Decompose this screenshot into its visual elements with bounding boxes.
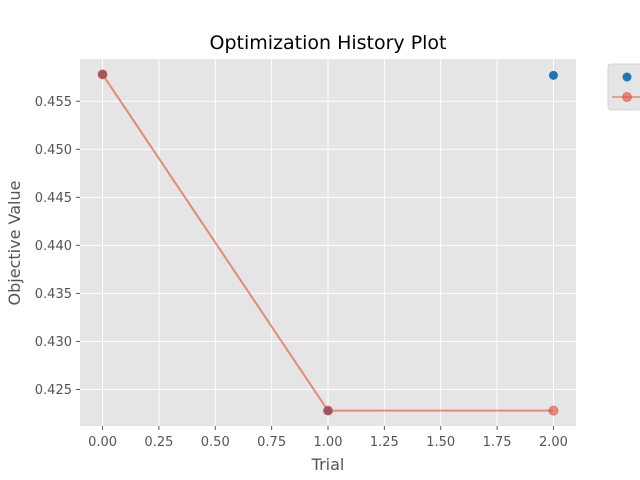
series-layer [97,69,559,416]
x-tick-label: 0.25 [144,435,173,450]
x-tick-label: 1.50 [426,435,455,450]
x-tick-label: 1.00 [314,435,343,450]
x-axis-ticks: 0.00 0.25 0.50 0.75 1.00 1.25 1.50 1.75 2.00 [88,426,568,450]
chart-title: Optimization History Plot [209,32,446,54]
legend [607,63,640,111]
legend-marker-series-0 [622,72,632,82]
best-value-point [323,405,333,416]
y-axis-ticks: 0.425 0.430 0.435 0.440 0.445 0.450 0.455 [35,95,80,398]
y-tick-label: 0.455 [35,95,72,110]
objective-value-point [548,70,558,80]
x-tick-label: 1.25 [370,435,399,450]
grid-lines [80,59,576,426]
legend-marker-series-1 [622,92,632,102]
y-tick-label: 0.430 [35,335,72,350]
y-axis-label: Objective Value [5,181,24,306]
best-value-point [548,405,559,416]
y-tick-label: 0.435 [35,287,72,302]
y-tick-label: 0.440 [35,239,72,254]
x-axis-label: Trial [311,455,345,474]
x-tick-label: 1.75 [483,435,512,450]
x-tick-label: 0.00 [88,435,117,450]
y-tick-label: 0.425 [35,383,72,398]
x-tick-label: 0.50 [201,435,230,450]
y-tick-label: 0.445 [35,191,72,206]
y-tick-label: 0.450 [35,143,72,158]
x-tick-label: 0.75 [257,435,286,450]
legend-box [607,63,640,111]
x-tick-label: 2.00 [539,435,568,450]
best-value-point [97,69,108,80]
